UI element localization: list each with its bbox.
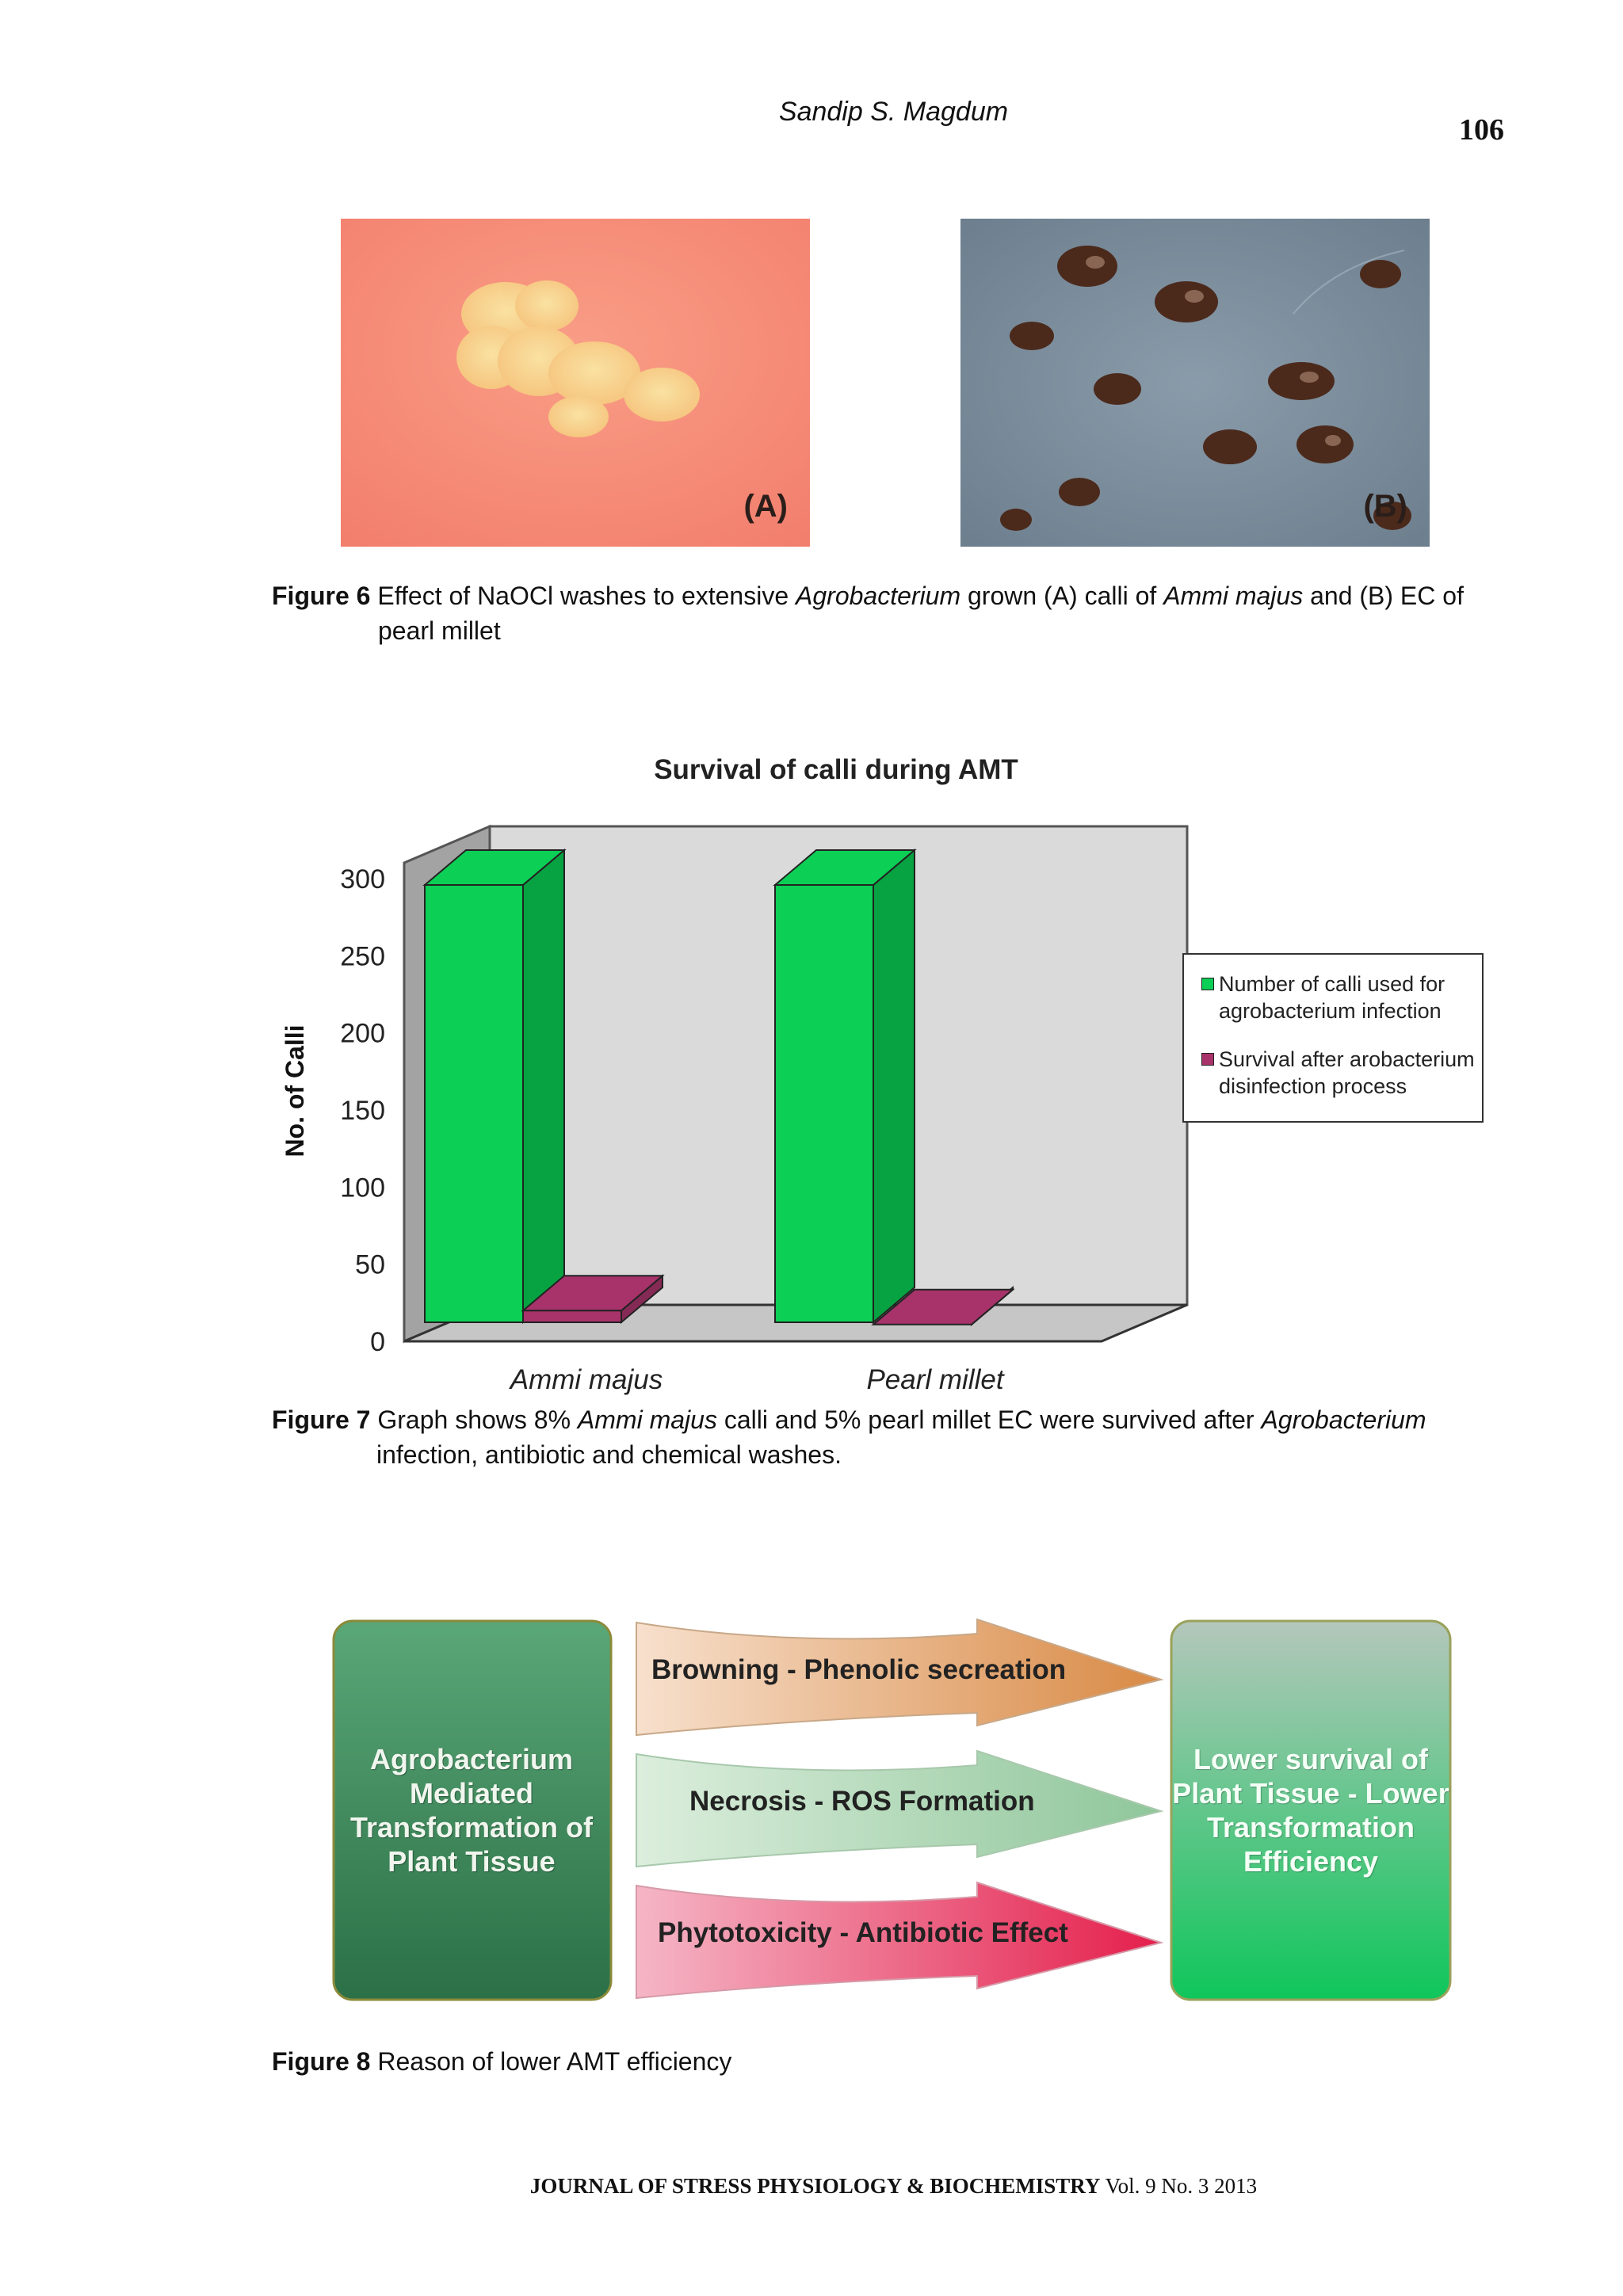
journal-issue: Vol. 9 No. 3 2013: [1100, 2174, 1258, 2198]
figure6-photo-a: (A): [341, 219, 810, 547]
embryogenic-calli-photo-illustration: [960, 219, 1430, 547]
right-box-shape: [1170, 1619, 1452, 2001]
figure6-caption: Figure 6 Effect of NaOCl washes to exten…: [272, 578, 1524, 648]
bar-side: [522, 848, 565, 1325]
bar: [422, 848, 567, 1325]
left-box-text: Agrobacterium Mediated Transformation of…: [349, 1743, 594, 1878]
bar-front: [522, 1310, 622, 1324]
figure7-caption: Figure 7 Graph shows 8% Ammi majus calli…: [272, 1402, 1524, 1472]
chart-legend: Number of calli used for agrobacterium i…: [1182, 953, 1484, 1123]
y-tick-label: 250: [340, 941, 385, 971]
legend-item: Number of calli used for agrobacterium i…: [1201, 971, 1479, 1024]
legend-label: Survival after arobacterium disinfection…: [1219, 1047, 1475, 1098]
running-header-author: Sandip S. Magdum: [778, 97, 1009, 127]
right-box-text: Lower survival of Plant Tissue - Lower T…: [1172, 1743, 1449, 1878]
x-tick-label: Ammi majus: [509, 1364, 663, 1395]
bar-chart: 0 50 100 150 200 250 300 Ammi majus Pearl mille…: [281, 824, 1189, 1395]
x-axis-ticks: Ammi majus Pearl millet: [509, 1364, 1005, 1395]
figure6-caption-text: grown (A) calli of: [960, 582, 1164, 610]
calli-photo-illustration: [341, 219, 810, 547]
chart-title: Survival of calli during AMT: [654, 754, 1018, 785]
bar-front: [424, 884, 524, 1323]
figure6-caption-label: Figure 6: [272, 582, 371, 610]
left-box-shape: [332, 1619, 613, 2001]
figure7-caption-italic: Agrobacterium: [1261, 1405, 1426, 1434]
figure7-caption-label: Figure 7: [272, 1405, 371, 1434]
figure6-caption-italic: Agrobacterium: [796, 582, 961, 610]
y-tick-label: 50: [355, 1250, 385, 1280]
arrow-label-necrosis: Necrosis - ROS Formation: [689, 1786, 1035, 1817]
figure8-caption: Figure 8 Reason of lower AMT efficiency: [272, 2044, 1524, 2079]
photo-label-a: (A): [743, 489, 788, 524]
figure6-photo-b: (B): [960, 219, 1430, 547]
journal-name: JOURNAL OF STRESS PHYSIOLOGY & BIOCHEMIS…: [529, 2174, 1101, 2198]
y-tick-label: 200: [340, 1019, 385, 1049]
journal-footer: JOURNAL OF STRESS PHYSIOLOGY & BIOCHEMIS…: [0, 2174, 1623, 2199]
figure8-caption-text: Reason of lower AMT efficiency: [370, 2047, 732, 2076]
figure6-caption-text: Effect of NaOCl washes to extensive: [370, 582, 796, 610]
y-axis-label: No. of Calli: [281, 1024, 309, 1157]
photo-label-b: (B): [1363, 489, 1407, 524]
y-tick-label: 300: [340, 864, 385, 894]
y-tick-label: 150: [340, 1096, 385, 1126]
legend-label: Number of calli used for agrobacterium i…: [1219, 972, 1445, 1023]
bar-front: [774, 884, 874, 1323]
figure7-caption-text: calli and 5% pearl millet EC were surviv…: [716, 1405, 1262, 1434]
bar: [871, 1285, 1015, 1326]
arrow-label-browning: Browning - Phenolic secreation: [651, 1654, 1067, 1685]
figure7-caption-text: infection, antibiotic and chemical washe…: [376, 1440, 842, 1469]
bar: [521, 1274, 665, 1325]
y-axis-ticks: 0 50 100 150 200 250 300: [340, 864, 385, 1357]
bar: [773, 848, 917, 1325]
bar-top: [871, 1288, 1015, 1325]
y-tick-label: 0: [370, 1327, 385, 1357]
figure7-caption-italic: Ammi majus: [577, 1405, 717, 1434]
chart-bars: [422, 848, 1015, 1326]
figure8-caption-label: Figure 8: [272, 2047, 371, 2076]
arrow-label-phytotoxicity: Phytotoxicity - Antibiotic Effect: [658, 1917, 1068, 1948]
legend-swatch: [1201, 1053, 1214, 1066]
figure6-caption-text: and (B) EC of pearl millet: [378, 582, 1464, 645]
legend-item: Survival after arobacterium disinfection…: [1201, 1046, 1479, 1100]
x-tick-label: Pearl millet: [866, 1364, 1004, 1395]
arrow-necrosis-shape: [636, 1749, 1164, 1868]
figure8-diagram: [332, 1618, 1452, 2001]
bar-side: [873, 848, 915, 1325]
legend-swatch: [1201, 978, 1214, 990]
arrow-phytotoxicity-shape: [636, 1881, 1164, 2000]
figure7-caption-text: Graph shows 8%: [370, 1405, 578, 1434]
page-number: 106: [1459, 113, 1504, 147]
y-tick-label: 100: [340, 1173, 385, 1203]
arrow-browning-shape: [636, 1618, 1164, 1737]
figure6-caption-italic: Ammi majus: [1163, 582, 1304, 610]
